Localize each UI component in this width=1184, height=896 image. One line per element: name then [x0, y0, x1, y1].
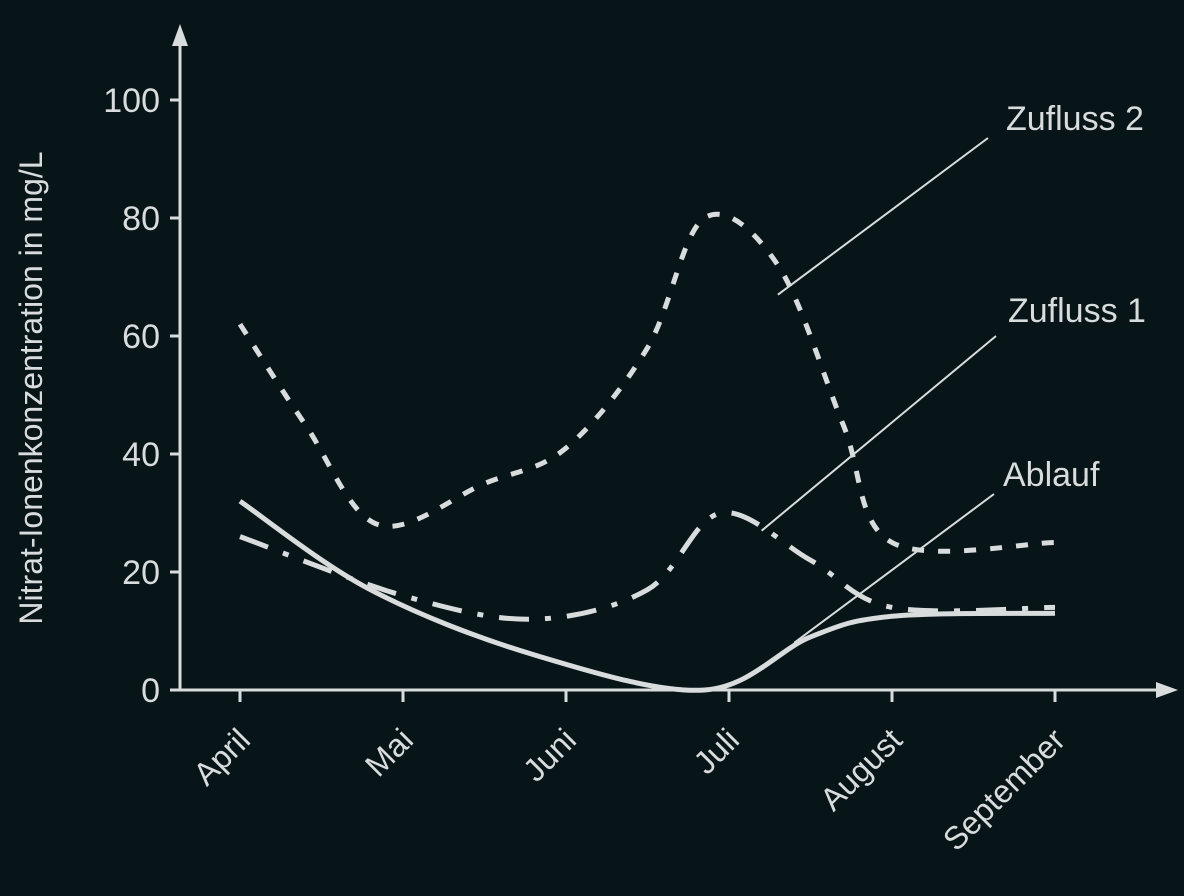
y-ticks: 0 20 40 60 80 100 [103, 82, 180, 710]
series-label-zufluss-1: Zufluss 1 [1008, 292, 1146, 330]
leader-line-ablauf [793, 493, 995, 644]
series-layer [237, 211, 1056, 693]
y-axis-title: Nitrat-Ionenkonzentration in mg/L [13, 151, 49, 624]
annotation-layer: Zufluss 2 Zufluss 1 Ablauf [760, 100, 1146, 644]
series-line-zufluss-1 [239, 510, 1056, 622]
y-tick-label: 100 [103, 82, 160, 120]
y-tick-label: 60 [122, 318, 160, 356]
y-tick-label: 20 [122, 554, 160, 592]
y-tick-label: 0 [141, 672, 160, 710]
series-line-ablauf [238, 499, 1056, 693]
x-axis-arrow [1156, 682, 1178, 698]
series-label-zufluss-2: Zufluss 2 [1006, 100, 1144, 138]
leader-line-zufluss-1 [760, 335, 997, 532]
series-label-ablauf: Ablauf [1003, 456, 1100, 494]
y-tick-label: 40 [122, 436, 160, 474]
leader-line-zufluss-2 [777, 137, 989, 296]
y-tick-label: 80 [122, 200, 160, 238]
y-axis-arrow [172, 24, 188, 46]
